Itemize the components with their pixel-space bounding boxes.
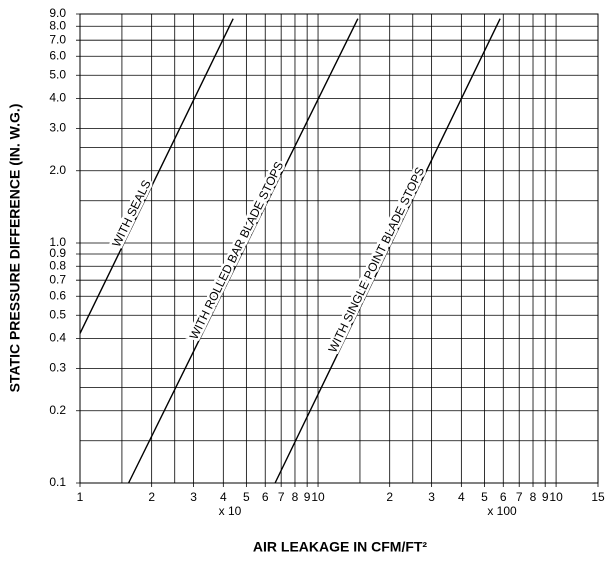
- x-tick-label: 8: [530, 490, 537, 504]
- series-line: [274, 18, 501, 484]
- series-label: WITH SINGLE POINT BLADE STOPS: [326, 165, 428, 355]
- y-tick-label: 3.0: [49, 121, 66, 135]
- x-tick-label: 6: [500, 490, 507, 504]
- y-tick-label: 8.0: [49, 18, 66, 32]
- x-tick-label: 1: [77, 490, 84, 504]
- y-tick-label: 4.0: [49, 91, 66, 105]
- x-tick-label: 4: [458, 490, 465, 504]
- y-tick-label: 5.0: [49, 67, 66, 81]
- y-tick-label: 6.0: [49, 48, 66, 62]
- y-axis-label: STATIC PRESSURE DIFFERENCE (IN. W.G.): [7, 104, 23, 393]
- x-tick-label: 7: [278, 490, 285, 504]
- x-tick-label: 3: [190, 490, 197, 504]
- plot-frame: [79, 13, 599, 484]
- series-label: WITH SEALS: [109, 178, 153, 249]
- x-tick-label: 5: [243, 490, 250, 504]
- y-tick-label: 0.1: [49, 475, 66, 489]
- y-tick-label: 1.0: [49, 235, 66, 249]
- y-tick-label: 0.7: [49, 272, 66, 286]
- x-tick-label: 15: [591, 490, 605, 504]
- axis-multiplier: x 10: [219, 504, 242, 518]
- y-tick-label: 0.4: [49, 331, 66, 345]
- y-tick-label: 0.5: [49, 307, 66, 321]
- y-tick-label: 7.0: [49, 32, 66, 46]
- x-tick-label: 2: [386, 490, 393, 504]
- x-tick-label: 7: [516, 490, 523, 504]
- x-tick-label: 5: [481, 490, 488, 504]
- x-tick-label: 8: [292, 490, 299, 504]
- y-tick-label: 0.9: [49, 246, 66, 260]
- x-tick-label: 6: [262, 490, 269, 504]
- x-tick-label: 9: [304, 490, 311, 504]
- y-tick-label: 0.6: [49, 288, 66, 302]
- x-tick-label: 10: [549, 490, 563, 504]
- x-tick-label: 10: [311, 490, 325, 504]
- series-line: [79, 18, 234, 334]
- y-tick-label: 0.3: [49, 361, 66, 375]
- x-tick-label: 9: [542, 490, 549, 504]
- x-tick-label: 3: [428, 490, 435, 504]
- y-tick-label: 0.8: [49, 258, 66, 272]
- x-tick-label: 2: [148, 490, 155, 504]
- y-tick-label: 0.2: [49, 403, 66, 417]
- series-label: WITH ROLLED BAR BLADE STOPS: [187, 159, 287, 341]
- series-line: [127, 18, 359, 484]
- axis-multiplier: x 100: [487, 504, 517, 518]
- x-axis-label: AIR LEAKAGE IN CFM/FT²: [253, 539, 428, 555]
- y-tick-label: 2.0: [49, 163, 66, 177]
- y-tick-label: 9.0: [49, 6, 66, 20]
- x-tick-label: 4: [220, 490, 227, 504]
